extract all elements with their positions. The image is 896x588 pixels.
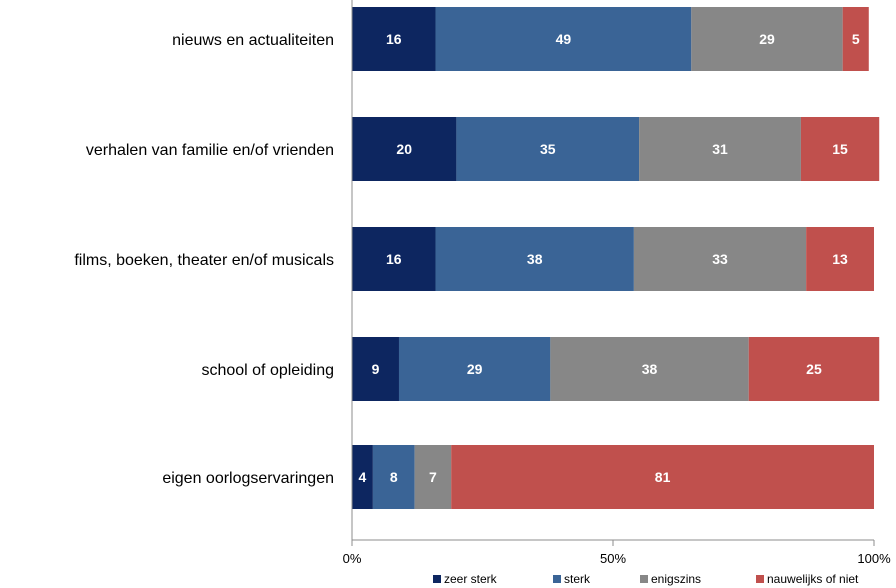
bar-segment-enigszins: [691, 7, 843, 71]
bar-segment-nauwelijks-of-niet: [748, 337, 880, 401]
bar-segment-enigszins: [633, 227, 807, 291]
legend-swatch: [433, 575, 441, 583]
legend-swatch: [553, 575, 561, 583]
data-label: 38: [642, 361, 658, 377]
data-label: 49: [556, 31, 572, 47]
data-label: 29: [467, 361, 483, 377]
bar-segment-nauwelijks-of-niet: [800, 117, 880, 181]
legend-label: enigszins: [651, 572, 701, 586]
legend-swatch: [756, 575, 764, 583]
category-label: eigen oorlogservaringen: [162, 470, 334, 487]
data-label: 7: [429, 469, 437, 485]
data-label: 16: [386, 251, 402, 267]
category-label: verhalen van familie en/of vrienden: [86, 142, 334, 159]
data-label: 31: [712, 141, 728, 157]
bar-segment-nauwelijks-of-niet: [451, 445, 874, 509]
data-label: 25: [806, 361, 822, 377]
bar-segment-enigszins: [414, 445, 452, 509]
x-tick-label: 0%: [343, 551, 362, 566]
data-label: 5: [852, 31, 860, 47]
legend-label: sterk: [564, 572, 591, 586]
category-label: nieuws en actualiteiten: [172, 32, 334, 49]
bar-segment-zeer-sterk: [352, 227, 436, 291]
data-label: 35: [540, 141, 556, 157]
data-label: 20: [396, 141, 412, 157]
x-axis: 0% 50% 100%: [343, 0, 891, 566]
bar-segment-zeer-sterk: [352, 117, 457, 181]
legend-swatch: [640, 575, 648, 583]
bar-segment-sterk: [456, 117, 640, 181]
data-label: 81: [655, 469, 671, 485]
x-tick-label: 100%: [857, 551, 891, 566]
bar-segment-zeer-sterk: [352, 7, 436, 71]
data-label: 33: [712, 251, 728, 267]
bar-segment-sterk: [398, 337, 551, 401]
bar-segment-sterk: [372, 445, 415, 509]
data-label: 16: [386, 31, 402, 47]
legend: zeer sterk sterk enigszins nauwelijks of ni…: [433, 572, 859, 586]
data-label: 38: [527, 251, 543, 267]
bar-segment-sterk: [435, 227, 634, 291]
legend-label: nauwelijks of niet: [767, 572, 859, 586]
x-tick-label: 50%: [600, 551, 626, 566]
category-labels: nieuws en actualiteiten verhalen van fami…: [74, 32, 334, 487]
category-label: school of opleiding: [201, 362, 334, 379]
bar-segment-enigszins: [550, 337, 749, 401]
bar-segment-enigszins: [639, 117, 801, 181]
data-label: 4: [359, 469, 367, 485]
bars-group: 16 49 29 5 20 35 31 15 16 38 33 13 9 29 38 25 4 8 7 81: [352, 7, 880, 509]
category-label: films, boeken, theater en/of musicals: [74, 252, 334, 269]
bar-segment-sterk: [435, 7, 692, 71]
bar-segment-nauwelijks-of-niet: [842, 7, 869, 71]
bar-segment-nauwelijks-of-niet: [806, 227, 874, 291]
data-label: 13: [832, 251, 848, 267]
data-label: 9: [372, 361, 380, 377]
legend-label: zeer sterk: [444, 572, 498, 586]
bar-segment-zeer-sterk: [352, 445, 373, 509]
bar-segment-zeer-sterk: [352, 337, 399, 401]
data-label: 8: [390, 469, 398, 485]
data-label: 15: [832, 141, 848, 157]
data-label: 29: [759, 31, 775, 47]
